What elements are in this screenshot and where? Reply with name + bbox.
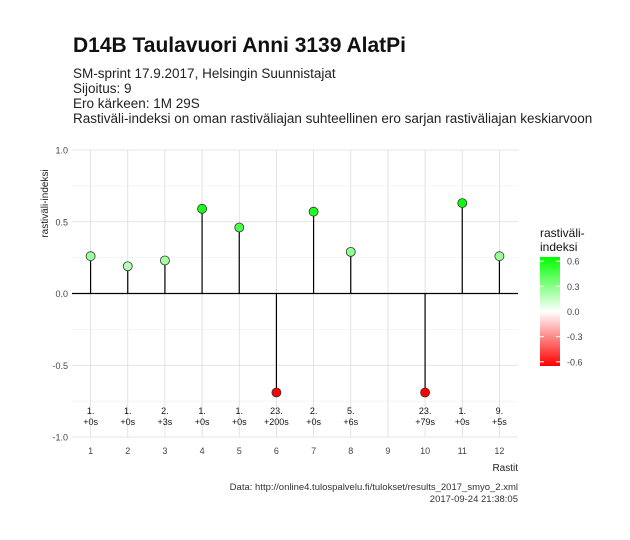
subtitle-line-3: Ero kärkeen: 1M 29S: [73, 96, 200, 111]
lollipop-point: [494, 251, 505, 262]
time-diff-label: +0s: [455, 417, 470, 427]
rank-label: 9.: [496, 406, 504, 416]
time-diff-label: +0s: [306, 417, 321, 427]
lollipop-point: [197, 203, 207, 214]
x-tick-label: 1: [88, 446, 93, 456]
subtitle-line-1: SM-sprint 17.9.2017, Helsingin Suunnista…: [73, 66, 336, 81]
time-diff-label: +0s: [232, 417, 247, 427]
time-diff-label: +200s: [264, 417, 289, 427]
x-tick-label: 11: [458, 446, 467, 456]
y-tick-label: -1.0: [52, 433, 68, 443]
x-tick-label: 10: [420, 446, 430, 456]
rank-label: 1.: [198, 406, 206, 416]
lollipop-point: [271, 387, 282, 398]
legend-tick-label: -0.6: [567, 357, 583, 367]
y-tick-label: 0.5: [55, 217, 68, 227]
rank-label: 1.: [458, 406, 466, 416]
y-tick-label: 0.0: [55, 289, 68, 299]
rank-label: 1.: [87, 406, 95, 416]
lollipop-point: [122, 261, 133, 272]
lollipop-point: [85, 251, 96, 262]
x-tick-label: 2: [125, 446, 130, 456]
legend-tick-label: -0.3: [567, 332, 583, 342]
lollipops: [85, 198, 505, 398]
y-tick-label: 1.0: [55, 146, 68, 156]
lollipop-point: [345, 246, 356, 257]
timestamp-caption: 2017-09-24 21:38:05: [430, 494, 518, 505]
rank-label: 2.: [310, 406, 318, 416]
y-tick-label: -0.5: [52, 361, 68, 371]
rank-label: 1.: [235, 406, 243, 416]
legend-colorbar: [540, 257, 560, 366]
data-source-caption: Data: http://online4.tulospalvelu.fi/tul…: [230, 482, 518, 493]
chart-title: D14B Taulavuori Anni 3139 AlatPi: [73, 34, 406, 57]
x-tick-label: 9: [385, 446, 390, 456]
time-diff-label: +5s: [492, 417, 507, 427]
subtitle-line-2: Sijoitus: 9: [73, 81, 132, 96]
time-diff-label: +0s: [120, 417, 135, 427]
x-tick-label: 5: [237, 446, 242, 456]
legend-title: rastiväli-: [540, 226, 585, 240]
x-tick-label: 6: [274, 446, 279, 456]
lollipop-point: [457, 198, 468, 208]
legend-title: indeksi: [540, 240, 577, 254]
lollipop-point: [308, 206, 319, 217]
x-tick-label: 12: [494, 446, 504, 456]
rank-label: 23.: [419, 406, 432, 416]
legend-tick-label: 0.0: [567, 307, 580, 317]
legend-tick-label: 0.3: [567, 282, 580, 292]
lollipop-point: [160, 255, 170, 266]
time-diff-label: +3s: [158, 417, 173, 427]
x-tick-label: 3: [162, 446, 167, 456]
lollipop-point: [234, 222, 245, 233]
y-axis-label: rastiväli-indeksi: [40, 169, 51, 237]
rank-label: 1.: [124, 406, 132, 416]
rank-label: 23.: [270, 406, 283, 416]
point-labels: 1.+0s1.+0s2.+3s1.+0s1.+0s23.+200s2.+0s5.…: [83, 406, 507, 427]
time-diff-label: +0s: [83, 417, 98, 427]
x-tick-label: 4: [200, 446, 205, 456]
x-tick-label: 7: [311, 446, 316, 456]
rank-label: 5.: [347, 406, 355, 416]
axes: -1.0-0.50.00.51.01 2 3 4 5 6 7 8 9 10 11 12: [52, 146, 518, 456]
x-tick-label: 8: [348, 446, 353, 456]
time-diff-label: +79s: [415, 417, 435, 427]
legend-tick-label: 0.6: [567, 257, 580, 267]
time-diff-label: +0s: [195, 417, 210, 427]
rank-label: 2.: [161, 406, 169, 416]
subtitle-line-4: Rastiväli-indeksi on oman rastiväliajan …: [73, 111, 593, 126]
x-axis-label: Rastit: [492, 463, 518, 474]
time-diff-label: +6s: [343, 417, 358, 427]
lollipop-point: [420, 387, 430, 398]
legend: rastiväli-indeksi 0.6 0.3 0.0 -0.3 -0.6: [540, 226, 585, 367]
